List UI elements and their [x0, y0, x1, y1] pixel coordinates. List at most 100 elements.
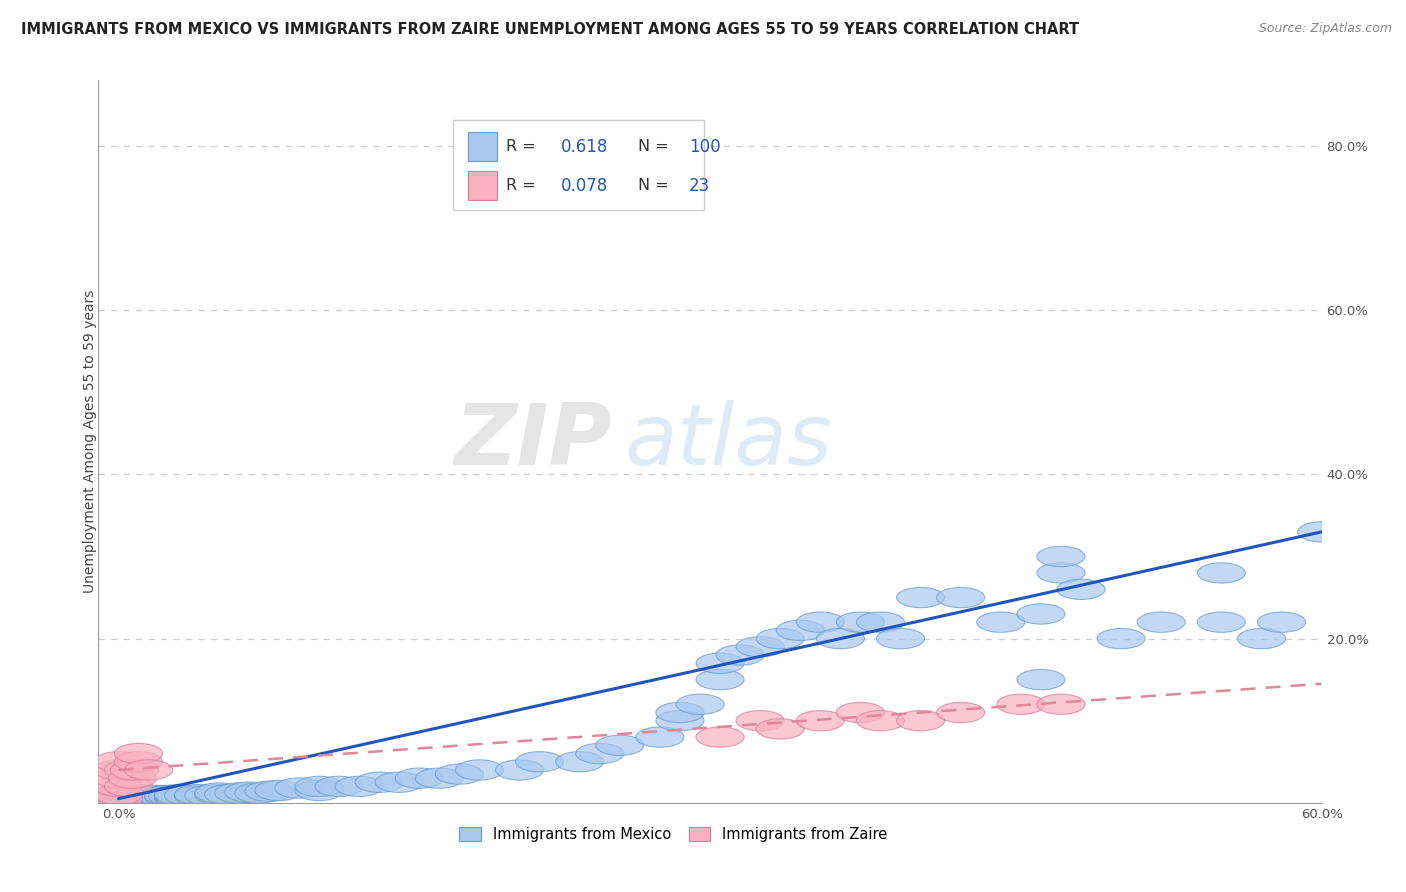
Text: 0.618: 0.618	[561, 138, 609, 156]
Ellipse shape	[135, 789, 183, 809]
Ellipse shape	[295, 776, 343, 797]
Ellipse shape	[165, 785, 212, 805]
Text: atlas: atlas	[624, 400, 832, 483]
Ellipse shape	[655, 711, 704, 731]
Ellipse shape	[155, 786, 202, 806]
Ellipse shape	[596, 735, 644, 756]
Ellipse shape	[1237, 629, 1285, 648]
Ellipse shape	[415, 768, 464, 789]
Ellipse shape	[122, 786, 170, 806]
Ellipse shape	[104, 760, 153, 780]
Ellipse shape	[94, 784, 142, 805]
Ellipse shape	[897, 588, 945, 607]
Ellipse shape	[575, 743, 624, 764]
Ellipse shape	[655, 702, 704, 723]
Ellipse shape	[104, 786, 153, 806]
Ellipse shape	[977, 612, 1025, 632]
Ellipse shape	[127, 787, 174, 807]
Text: R =: R =	[506, 178, 541, 194]
Ellipse shape	[1017, 604, 1064, 624]
Ellipse shape	[245, 781, 292, 801]
Ellipse shape	[1036, 563, 1085, 583]
Text: 0.078: 0.078	[561, 177, 607, 195]
Ellipse shape	[108, 789, 156, 809]
Ellipse shape	[1137, 612, 1185, 632]
Ellipse shape	[436, 764, 484, 784]
Ellipse shape	[817, 629, 865, 648]
Ellipse shape	[1298, 522, 1346, 542]
Ellipse shape	[856, 711, 904, 731]
Y-axis label: Unemployment Among Ages 55 to 59 years: Unemployment Among Ages 55 to 59 years	[83, 290, 97, 593]
Ellipse shape	[215, 783, 263, 803]
Ellipse shape	[125, 760, 173, 780]
Ellipse shape	[295, 780, 343, 801]
Ellipse shape	[94, 789, 142, 809]
Ellipse shape	[1097, 629, 1144, 648]
Ellipse shape	[174, 784, 222, 805]
Ellipse shape	[111, 760, 159, 780]
Ellipse shape	[94, 789, 142, 809]
Ellipse shape	[114, 788, 163, 808]
Ellipse shape	[121, 787, 169, 807]
Ellipse shape	[796, 711, 845, 731]
Ellipse shape	[555, 752, 603, 772]
Ellipse shape	[114, 786, 163, 806]
Ellipse shape	[114, 789, 163, 809]
Ellipse shape	[125, 786, 173, 806]
Ellipse shape	[254, 780, 302, 801]
Ellipse shape	[104, 776, 153, 797]
Ellipse shape	[94, 786, 142, 806]
Ellipse shape	[676, 694, 724, 714]
Ellipse shape	[118, 788, 166, 808]
Ellipse shape	[94, 760, 142, 780]
Text: Source: ZipAtlas.com: Source: ZipAtlas.com	[1258, 22, 1392, 36]
Text: R =: R =	[506, 139, 541, 154]
Ellipse shape	[194, 784, 243, 805]
Text: N =: N =	[638, 178, 673, 194]
Ellipse shape	[111, 787, 159, 807]
Text: 100: 100	[689, 138, 721, 156]
Text: IMMIGRANTS FROM MEXICO VS IMMIGRANTS FROM ZAIRE UNEMPLOYMENT AMONG AGES 55 TO 59: IMMIGRANTS FROM MEXICO VS IMMIGRANTS FRO…	[21, 22, 1080, 37]
Ellipse shape	[139, 786, 187, 806]
Ellipse shape	[108, 768, 156, 789]
Text: 23: 23	[689, 177, 710, 195]
Ellipse shape	[174, 786, 222, 806]
Ellipse shape	[111, 788, 159, 808]
Ellipse shape	[94, 752, 142, 772]
Ellipse shape	[94, 776, 142, 797]
Ellipse shape	[235, 783, 283, 803]
Ellipse shape	[114, 743, 163, 764]
Ellipse shape	[997, 694, 1045, 714]
Ellipse shape	[276, 778, 323, 798]
Ellipse shape	[149, 786, 197, 806]
Ellipse shape	[1036, 694, 1085, 714]
Ellipse shape	[155, 784, 202, 805]
Ellipse shape	[94, 784, 142, 805]
Ellipse shape	[114, 752, 163, 772]
Ellipse shape	[395, 768, 443, 789]
FancyBboxPatch shape	[453, 120, 704, 211]
Ellipse shape	[356, 772, 404, 792]
Ellipse shape	[1057, 579, 1105, 599]
Ellipse shape	[696, 727, 744, 747]
Ellipse shape	[205, 784, 253, 805]
Ellipse shape	[131, 786, 179, 806]
Ellipse shape	[495, 760, 544, 780]
Ellipse shape	[107, 787, 155, 807]
Ellipse shape	[636, 727, 683, 747]
Ellipse shape	[1257, 612, 1306, 632]
Ellipse shape	[716, 645, 765, 665]
Ellipse shape	[135, 787, 183, 807]
FancyBboxPatch shape	[468, 171, 498, 201]
Ellipse shape	[225, 782, 273, 802]
Ellipse shape	[125, 788, 173, 808]
Ellipse shape	[315, 776, 363, 797]
Ellipse shape	[737, 637, 785, 657]
Ellipse shape	[94, 768, 142, 789]
Ellipse shape	[876, 629, 925, 648]
Ellipse shape	[696, 670, 744, 690]
Ellipse shape	[1017, 670, 1064, 690]
Ellipse shape	[776, 620, 824, 640]
Ellipse shape	[194, 783, 243, 803]
Ellipse shape	[936, 588, 984, 607]
